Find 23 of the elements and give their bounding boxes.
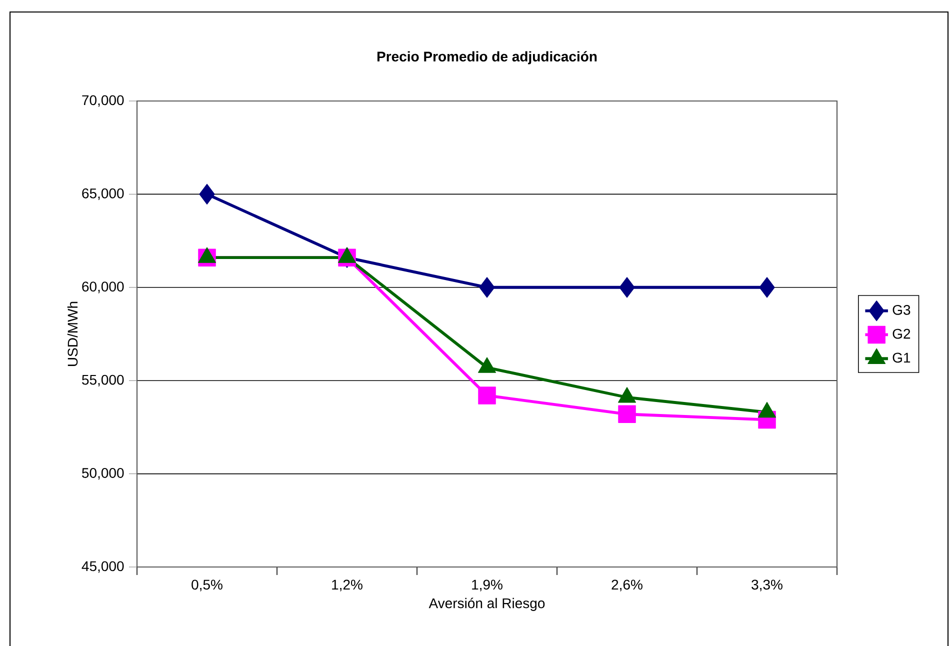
point bbox=[618, 405, 636, 424]
y-tick-label: 45,000 bbox=[82, 561, 124, 573]
y-tick-label: 65,000 bbox=[82, 188, 124, 200]
point bbox=[479, 277, 495, 298]
y-tick-label: 70,000 bbox=[82, 95, 124, 107]
legend-label: G3 bbox=[892, 304, 910, 315]
y-tick-label: 60,000 bbox=[82, 282, 124, 294]
point bbox=[759, 277, 775, 298]
legend-label: G1 bbox=[892, 352, 910, 363]
y-tick-label: 50,000 bbox=[82, 468, 124, 480]
x-tick-label: 3,3% bbox=[752, 580, 782, 592]
x-tick-label: 2,6% bbox=[612, 580, 642, 592]
point bbox=[199, 184, 215, 205]
x-tick-label: 1,9% bbox=[472, 580, 502, 592]
x-tick-label: 1,2% bbox=[332, 580, 362, 592]
y-axis-title: USD/MWh bbox=[67, 302, 78, 366]
chart-title: Precio Promedio de adjudicación bbox=[377, 51, 597, 64]
x-tick-label: 0,5% bbox=[192, 580, 222, 592]
point bbox=[619, 277, 635, 298]
point bbox=[478, 386, 496, 404]
legend-label: G2 bbox=[892, 328, 910, 339]
x-axis-title: Aversión al Riesgo bbox=[428, 598, 545, 611]
y-tick-label: 55,000 bbox=[82, 374, 124, 386]
